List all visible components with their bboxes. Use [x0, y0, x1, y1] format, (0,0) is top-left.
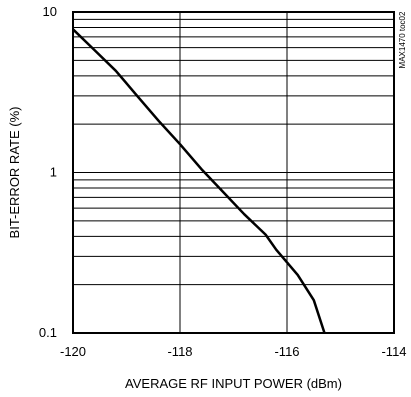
y-tick-labels: 0.1 1 10 — [39, 4, 57, 340]
y-tick-label: 10 — [43, 4, 57, 19]
y-tick-label: 0.1 — [39, 325, 57, 340]
y-tick-label: 1 — [50, 165, 57, 180]
y-axis-title: BIT-ERROR RATE (%) — [7, 107, 22, 239]
x-tick-labels: -120 -118 -116 -114 — [60, 344, 407, 359]
x-tick-label: -118 — [167, 344, 192, 359]
plot-frame — [72, 11, 395, 334]
plot-area — [72, 28, 326, 334]
x-tick-label: -120 — [60, 344, 86, 359]
x-tick-label: -114 — [381, 344, 406, 359]
grid — [73, 12, 394, 333]
figure-id-label: MAX1470 toc02 — [398, 11, 407, 68]
series-line — [72, 28, 326, 334]
x-tick-label: -116 — [274, 344, 299, 359]
x-axis-title: AVERAGE RF INPUT POWER (dBm) — [125, 376, 342, 391]
